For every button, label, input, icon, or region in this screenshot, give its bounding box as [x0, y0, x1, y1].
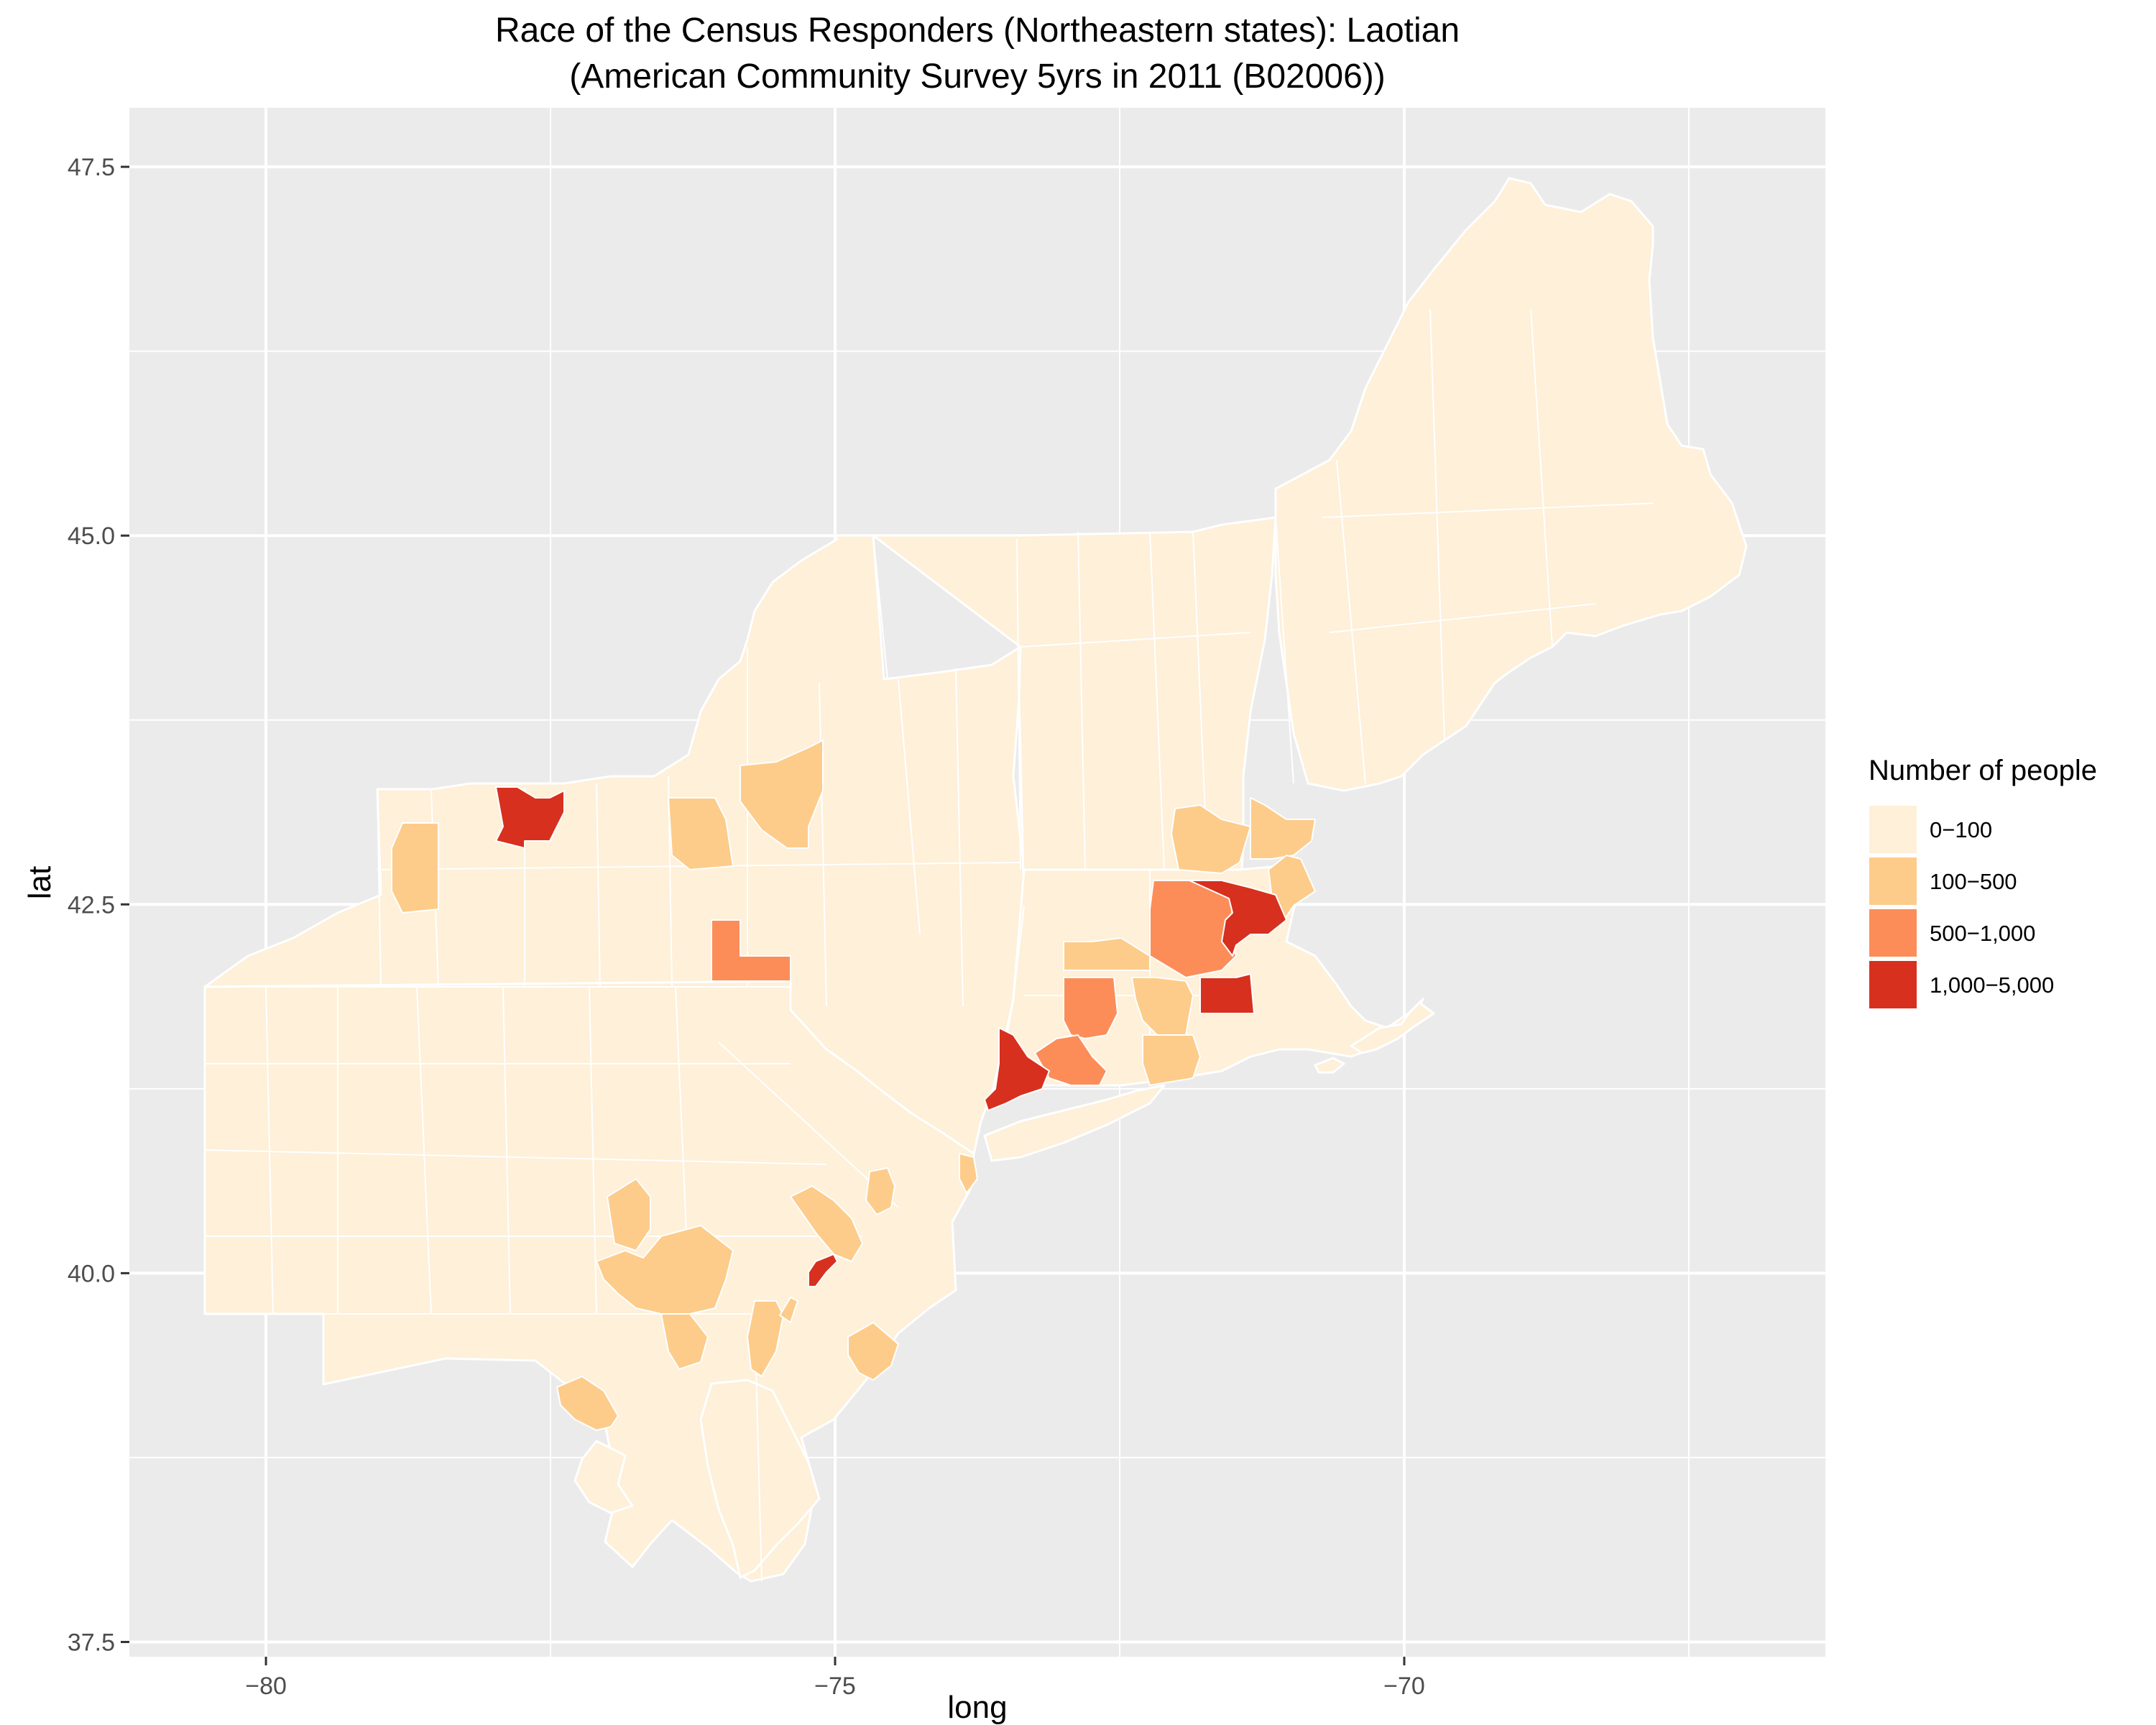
region-maine — [1274, 177, 1748, 792]
legend-items: 0−100 100−500 500−1,000 1,000−5,000 — [1868, 804, 2054, 1010]
legend-swatch — [1868, 804, 1918, 855]
legend-label: 0−100 — [1930, 817, 1992, 842]
legend-title: Number of people — [1869, 755, 2097, 786]
x-tick-label: −75 — [814, 1673, 856, 1700]
x-tick-label: −70 — [1383, 1673, 1425, 1700]
y-tick-label: 45.0 — [68, 523, 115, 550]
legend-swatch — [1868, 856, 1918, 906]
chart-title-line1: Race of the Census Responders (Northeast… — [495, 12, 1460, 50]
legend-swatch — [1868, 960, 1918, 1010]
y-tick-label: 42.5 — [68, 891, 115, 919]
chart-title-line2: (American Community Survey 5yrs in 2011 … — [569, 58, 1386, 96]
legend-label: 500−1,000 — [1930, 921, 2035, 946]
y-axis-ticks: 37.5 40.0 42.5 45.0 47.5 — [68, 154, 129, 1656]
map-regions — [203, 177, 1748, 1583]
regions-100-500 — [391, 740, 1316, 1431]
legend-label: 1,000−5,000 — [1930, 972, 2054, 998]
y-axis-title: lat — [22, 866, 57, 899]
region-long-island — [983, 1084, 1166, 1162]
y-tick-label: 40.0 — [68, 1260, 115, 1287]
x-tick-label: −80 — [245, 1673, 287, 1700]
y-tick-label: 37.5 — [68, 1629, 115, 1656]
legend: Number of people 0−100 100−500 500−1,000 1,… — [1868, 755, 2097, 1010]
region-islands — [1314, 1057, 1345, 1074]
regions-500-1000 — [711, 880, 1237, 1086]
x-axis-ticks: −80 −75 −70 — [245, 1657, 1425, 1700]
region-cape-cod — [1350, 1001, 1435, 1054]
region-chesapeake-shore — [573, 1440, 634, 1514]
legend-swatch — [1868, 908, 1918, 958]
legend-label: 100−500 — [1930, 869, 2017, 894]
y-tick-label: 47.5 — [68, 154, 115, 181]
x-axis-title: long — [947, 1690, 1007, 1725]
region-delmarva — [699, 1379, 821, 1579]
regions-1000-5000 — [495, 786, 1287, 1287]
